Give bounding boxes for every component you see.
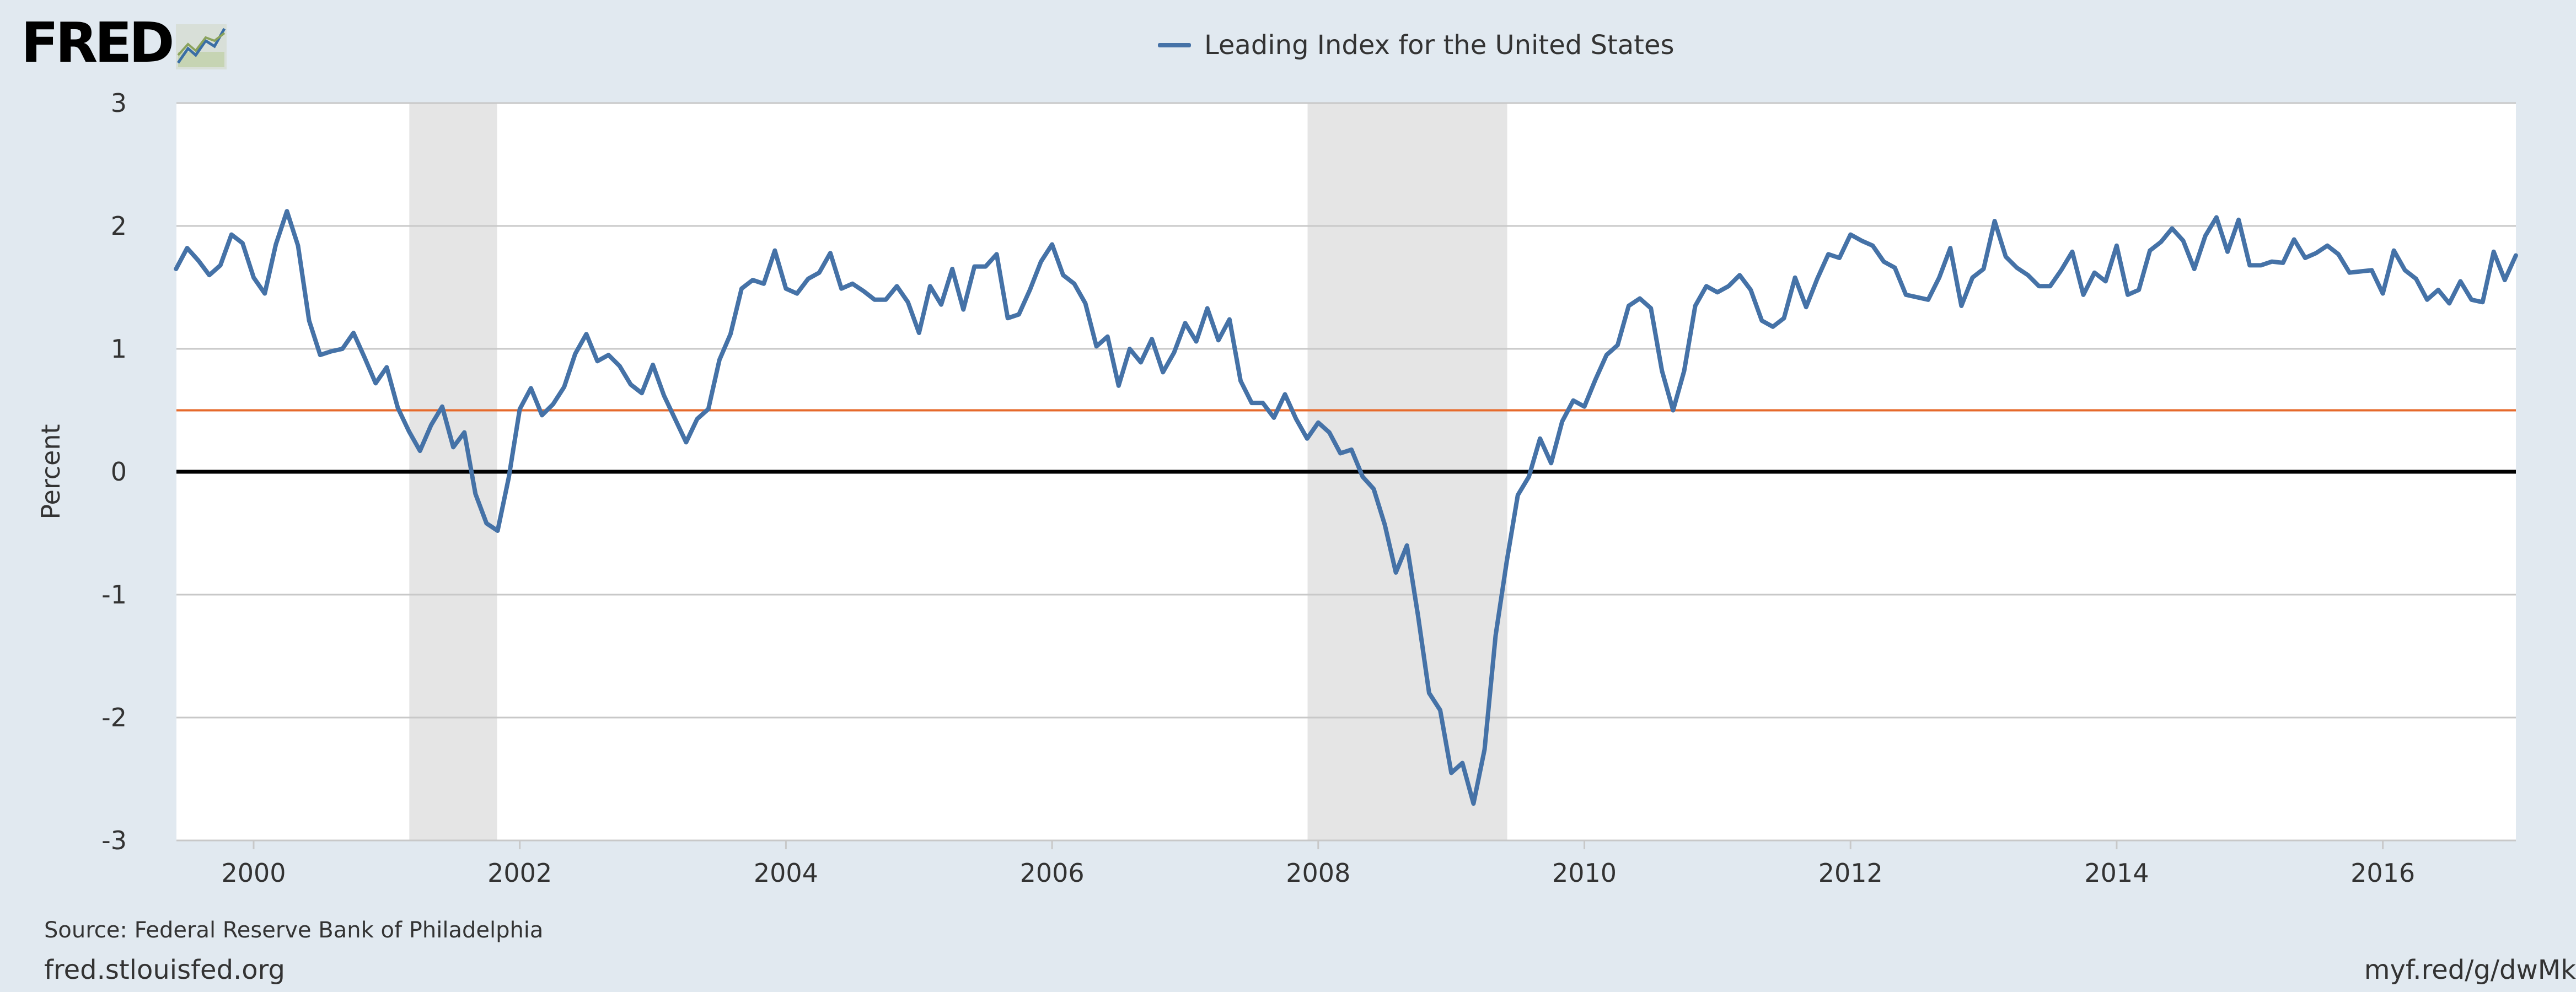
- x-tick-label: 2010: [1552, 858, 1617, 888]
- x-tick-label: 2002: [487, 858, 552, 888]
- x-tick-label: 2008: [1286, 858, 1350, 888]
- y-tick-label: -1: [101, 580, 127, 610]
- fred-logo-text: FRED: [21, 10, 175, 75]
- y-tick-label: 0: [111, 457, 127, 487]
- y-tick-label: 2: [111, 211, 127, 241]
- y-tick-label: 1: [111, 334, 127, 364]
- x-tick-label: 2004: [754, 858, 818, 888]
- x-tick-label: 2000: [221, 858, 286, 888]
- x-tick-label: 2006: [1020, 858, 1085, 888]
- legend-label: Leading Index for the United States: [1204, 30, 1675, 61]
- chart-legend[interactable]: Leading Index for the United States: [1158, 29, 1675, 62]
- line-chart-icon: [175, 24, 227, 69]
- fred-logo[interactable]: FRED: [21, 15, 227, 71]
- short-url-link[interactable]: myf.red/g/dwMk: [2364, 955, 2576, 985]
- site-link[interactable]: fred.stlouisfed.org: [44, 955, 286, 985]
- source-note: Source: Federal Reserve Bank of Philadel…: [44, 918, 544, 943]
- x-tick-label: 2012: [1818, 858, 1883, 888]
- legend-swatch: [1158, 43, 1191, 47]
- plot-area: 3 2 1 0 -1 -2 -3 2000 2002 2004 2006 2008 2010 2012 20…: [36, 88, 2518, 888]
- y-tick-label: 3: [111, 88, 127, 118]
- series-line: [174, 209, 2518, 806]
- x-tick-label: 2014: [2084, 858, 2149, 888]
- y-tick-label: -3: [101, 826, 127, 855]
- y-axis-title: Percent: [36, 424, 66, 519]
- y-tick-label: -2: [101, 703, 127, 732]
- x-tick-label: 2016: [2350, 858, 2415, 888]
